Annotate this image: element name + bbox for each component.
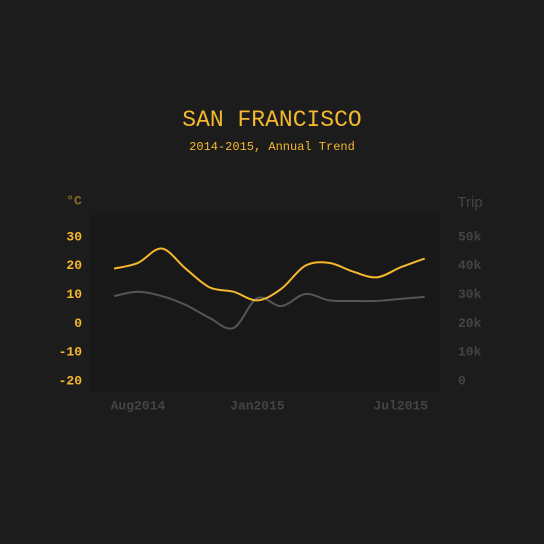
- series-line: [113, 290, 425, 330]
- y-tick-label: -20: [59, 373, 83, 388]
- y2-tick-label: 20k: [458, 316, 482, 331]
- y-tick-label: -10: [59, 345, 83, 360]
- y2-tick-label: 10k: [458, 345, 482, 360]
- y-tick-label: 20: [66, 258, 82, 273]
- y-tick-label: 0: [74, 316, 82, 331]
- chart-subtitle: 2014-2015, Annual Trend: [189, 140, 355, 154]
- y-tick-label: 30: [66, 229, 82, 244]
- y2-tick-label: 40k: [458, 258, 482, 273]
- y-axis-label: °C: [66, 193, 82, 208]
- y2-tick-label: 50k: [458, 229, 482, 244]
- y-tick-label: 10: [66, 287, 82, 302]
- x-tick-label: Jan2015: [230, 398, 285, 413]
- y2-tick-label: 0: [458, 373, 466, 388]
- series-line: [113, 247, 426, 302]
- plot-area: [90, 215, 440, 392]
- chart-title: SAN FRANCISCO: [182, 107, 361, 133]
- x-tick-label: Aug2014: [111, 398, 166, 413]
- y2-axis-label: Trip: [457, 194, 482, 211]
- y2-tick-label: 30k: [458, 287, 482, 302]
- x-tick-label: Jul2015: [373, 398, 428, 413]
